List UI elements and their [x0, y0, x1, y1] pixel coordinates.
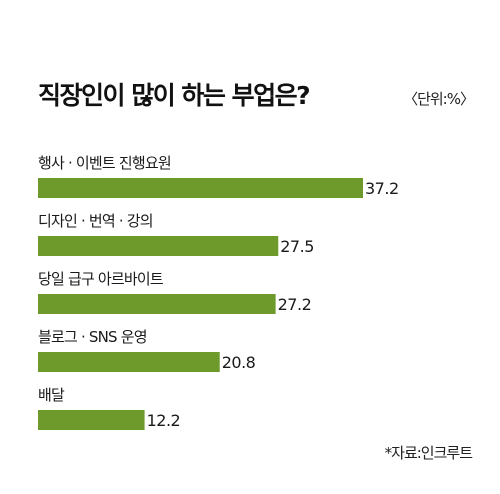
source-note: *자료:인크루트	[384, 444, 473, 462]
chart-title: 직장인이 많이 하는 부업은?	[38, 81, 311, 110]
value-label: 20.8	[222, 353, 256, 372]
bar	[38, 352, 220, 372]
unit-label: 〈단위:%〉	[403, 90, 475, 108]
bar	[38, 178, 363, 198]
bar	[38, 410, 145, 430]
value-label: 27.5	[280, 237, 314, 256]
bar	[38, 294, 276, 314]
category-label: 블로그 · SNS 운영	[38, 328, 147, 346]
category-label: 디자인 · 번역 · 강의	[38, 212, 153, 230]
category-label: 당일 급구 아르바이트	[38, 270, 164, 288]
value-label: 27.2	[278, 295, 312, 314]
bar	[38, 236, 279, 256]
category-label: 배달	[38, 386, 65, 404]
category-label: 행사 · 이벤트 진행요원	[38, 154, 171, 172]
value-label: 12.2	[147, 411, 181, 430]
value-label: 37.2	[365, 179, 399, 198]
